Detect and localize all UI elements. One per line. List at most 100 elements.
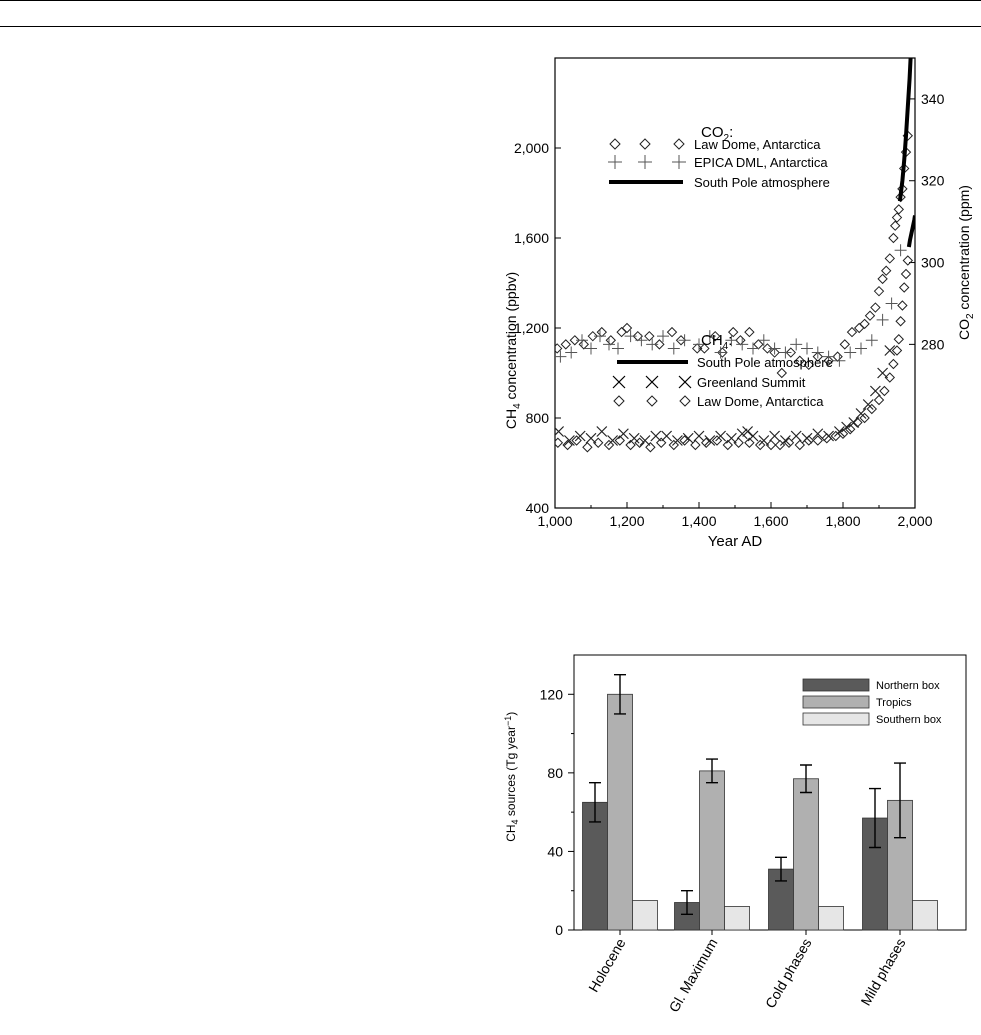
x-tick-label: 1,600 xyxy=(753,513,788,529)
ch4-law-dome-point xyxy=(837,428,849,439)
y-tick-label: 0 xyxy=(555,922,563,938)
legend-ch4-law-dome-marker xyxy=(646,395,658,407)
ch4-law-dome-point xyxy=(754,439,766,451)
ch4-greenland-point xyxy=(563,435,575,446)
co2-law-dome-point xyxy=(846,326,858,338)
co2-law-dome-point xyxy=(605,335,617,346)
ch4-greenland-point xyxy=(617,428,629,440)
header-rule-top xyxy=(0,0,981,1)
ch4-law-dome-point xyxy=(891,345,903,356)
ch4-law-dome-point xyxy=(803,435,815,446)
bar-tropics xyxy=(607,693,633,931)
ch4-law-dome-point xyxy=(844,424,856,435)
co2-ch4-timeseries-chart: 1,000 1,200 1,400 1,600 1,800 2,000 Year AD 400… xyxy=(503,57,976,550)
co2-law-dome-point xyxy=(880,265,892,276)
co2-epica-point xyxy=(790,338,803,351)
error-bar xyxy=(800,764,812,794)
ch4-law-dome-point xyxy=(765,439,777,451)
legend-co2-label: South Pole atmosphere xyxy=(694,175,830,190)
co2-epica-point xyxy=(693,338,705,351)
ch4-law-dome-point xyxy=(625,439,636,451)
co2-law-dome-point xyxy=(675,335,687,346)
ch4-greenland-point xyxy=(790,430,802,442)
co2-law-dome-point xyxy=(709,330,721,342)
co2-epica-point xyxy=(747,342,759,355)
y2-tick-label: 280 xyxy=(921,336,945,352)
legend-label: Southern box xyxy=(876,714,942,726)
x-category-label: Mild phases xyxy=(857,936,908,1009)
co2-epica-point xyxy=(833,354,846,367)
co2-epica-point xyxy=(865,334,878,347)
y-tick-label: 40 xyxy=(547,843,563,859)
co2-epica-point xyxy=(844,346,857,359)
ch4-law-dome-point xyxy=(897,300,908,311)
legend-swatch xyxy=(802,678,870,692)
co2-law-dome-point xyxy=(762,343,773,354)
x-tick-label: 2,000 xyxy=(897,513,932,529)
co2-law-dome-point xyxy=(616,326,627,338)
ch4-law-dome-point xyxy=(645,442,656,453)
ch4-legend-title: CH4: xyxy=(701,332,732,352)
ch4-law-dome-point xyxy=(690,439,701,451)
ch4-greenland-point xyxy=(628,432,640,444)
y-axis-label: CH4 concentration (ppbv) xyxy=(503,272,523,429)
co2-epica-point xyxy=(555,350,567,363)
ch4-law-dome-point xyxy=(866,403,878,415)
x-tick-label: 1,000 xyxy=(537,513,572,529)
ch4-greenland-point xyxy=(671,435,683,446)
ch4-law-dome-point xyxy=(562,439,573,451)
ch4-greenland-point xyxy=(682,432,694,444)
error-bar xyxy=(869,787,881,849)
ch4-law-dome-point xyxy=(821,433,833,444)
legend-swatch xyxy=(802,695,870,709)
y-tick-label: 120 xyxy=(540,686,564,702)
y-axis-label: CH4 sources (Tg year−1) xyxy=(503,712,520,842)
ch4-law-dome-point xyxy=(679,435,690,446)
x-category-label: Holocene xyxy=(585,935,629,994)
legend-co2-epica-marker xyxy=(638,155,652,169)
x-tick-label: 1,200 xyxy=(609,513,644,529)
ch4-greenland-point xyxy=(693,430,705,442)
legend-co2-label: Law Dome, Antarctica xyxy=(694,137,821,152)
header-rule-bottom xyxy=(0,26,981,27)
co2-epica-point xyxy=(768,342,781,355)
co2-law-dome-point xyxy=(727,326,739,338)
legend-label: Tropics xyxy=(876,697,912,709)
co2-epica-point xyxy=(736,338,749,351)
legend-co2-law-dome-marker xyxy=(673,138,685,150)
ch4-greenland-point xyxy=(841,421,853,433)
co2-legend-title: CO2: xyxy=(701,124,733,144)
co2-law-dome-point xyxy=(859,318,870,330)
co2-law-dome-point xyxy=(812,351,824,362)
co2-epica-point xyxy=(779,346,792,359)
error-bar xyxy=(706,758,718,784)
ch4-greenland-point xyxy=(884,345,896,356)
ch4-law-dome-point xyxy=(711,435,723,446)
legend-ch4-label: South Pole atmosphere xyxy=(697,355,833,370)
co2-epica-point xyxy=(703,330,716,343)
ch4-greenland-point xyxy=(607,435,619,446)
bar-southern-box xyxy=(818,906,844,931)
co2-law-dome-point xyxy=(691,343,703,354)
legend-co2-epica-marker xyxy=(608,155,622,169)
y-tick-label: 2,000 xyxy=(514,140,549,156)
y-tick-label: 400 xyxy=(526,500,550,516)
y2-tick-label: 320 xyxy=(921,173,945,189)
co2-law-dome-point xyxy=(895,191,906,203)
ch4-sources-bar-chart: 0 40 80 120 CH4 sources (Tg year−1) Holocene G… xyxy=(503,654,967,1015)
legend-ch4-label: Greenland Summit xyxy=(697,375,806,390)
co2-law-dome-point xyxy=(596,326,608,338)
y2-axis-label: CO2 concentration (ppm) xyxy=(956,185,976,340)
ch4-greenland-point xyxy=(779,435,791,446)
y-tick-label: 800 xyxy=(526,410,550,426)
co2-epica-point xyxy=(678,334,691,347)
co2-epica-point xyxy=(624,330,637,343)
bar-tropics xyxy=(793,778,819,931)
ch4-law-dome-point xyxy=(774,439,786,451)
co2-law-dome-point xyxy=(744,326,755,338)
error-bar xyxy=(614,673,626,715)
co2-epica-point xyxy=(646,338,659,351)
co2-law-dome-point xyxy=(803,359,815,371)
ch4-law-dome-point xyxy=(879,385,890,397)
legend-co2-epica-marker xyxy=(672,155,686,169)
